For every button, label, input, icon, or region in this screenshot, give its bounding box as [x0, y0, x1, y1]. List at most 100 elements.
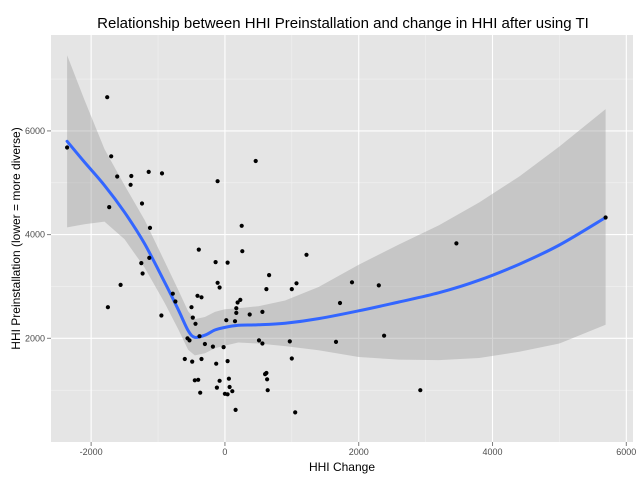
data-point — [187, 338, 192, 343]
data-point — [210, 344, 215, 349]
data-point — [202, 341, 207, 347]
data-point — [376, 283, 381, 288]
data-point — [333, 339, 339, 344]
chart-title: Relationship between HHI Preinstallation… — [97, 15, 589, 32]
data-points — [65, 95, 608, 415]
data-point — [224, 318, 229, 323]
data-point — [225, 392, 230, 397]
data-point — [198, 390, 203, 395]
data-point — [139, 201, 145, 206]
y-tick-label: 4000 — [25, 230, 45, 240]
data-point — [170, 291, 175, 296]
data-point — [195, 293, 200, 298]
data-point — [289, 287, 294, 292]
x-tick-label: 2000 — [349, 447, 369, 457]
x-axis-title: HHI Change — [309, 460, 375, 474]
data-point — [146, 169, 151, 174]
data-point — [107, 205, 112, 210]
data-point — [227, 384, 232, 390]
data-point — [226, 376, 231, 381]
data-point — [199, 295, 204, 300]
data-point — [418, 388, 423, 393]
data-point — [232, 319, 238, 324]
data-point — [221, 345, 226, 350]
data-point — [233, 407, 238, 412]
data-point — [260, 309, 265, 314]
x-tick-label: -2000 — [80, 447, 103, 457]
y-tick-label: 6000 — [25, 126, 45, 136]
x-tick-label: 4000 — [483, 447, 503, 457]
data-point — [603, 215, 608, 220]
data-point — [304, 252, 309, 257]
data-point — [293, 410, 298, 415]
data-point — [140, 271, 145, 276]
data-point — [239, 223, 244, 228]
data-point — [230, 389, 235, 394]
data-point — [147, 225, 153, 230]
data-point — [260, 341, 265, 346]
data-point — [214, 361, 219, 366]
data-point — [234, 310, 239, 315]
data-point — [115, 174, 120, 179]
y-axis-title: HHI Preinstallation (lower = more divers… — [9, 127, 23, 349]
data-point — [159, 171, 165, 176]
data-point — [225, 260, 230, 265]
data-point — [264, 287, 269, 292]
data-point — [192, 378, 197, 383]
data-point — [129, 173, 134, 179]
data-point — [215, 280, 220, 285]
data-point — [225, 359, 230, 364]
data-point — [247, 312, 252, 317]
data-point — [235, 300, 240, 305]
data-point — [147, 255, 152, 260]
data-point — [189, 305, 194, 310]
data-point — [105, 95, 110, 100]
data-point — [214, 385, 219, 390]
data-point — [240, 249, 245, 254]
data-point — [190, 315, 195, 320]
data-point — [267, 273, 272, 278]
data-point — [109, 154, 114, 159]
data-point — [215, 179, 220, 184]
data-point — [265, 377, 270, 382]
smooth-line — [65, 139, 608, 339]
data-point — [213, 260, 218, 265]
data-point — [238, 297, 243, 302]
data-point — [234, 306, 239, 311]
data-point — [289, 356, 294, 361]
data-point — [173, 299, 178, 304]
data-point — [197, 334, 202, 339]
data-point — [217, 378, 222, 383]
x-tick-label: 6000 — [616, 447, 636, 457]
data-point — [265, 388, 270, 393]
data-point — [182, 356, 187, 362]
y-axis-ticks: 2000 4000 6000 — [25, 126, 51, 343]
data-point — [253, 158, 258, 164]
minor-grid — [51, 35, 633, 442]
data-point — [287, 339, 292, 344]
x-tick-label: 0 — [222, 447, 227, 457]
smooth-line-layer — [65, 139, 608, 339]
data-point — [217, 285, 222, 290]
y-tick-label: 2000 — [25, 333, 45, 343]
data-point — [349, 280, 355, 285]
data-point — [382, 333, 387, 338]
x-axis-ticks: -2000 0 2000 4000 6000 — [80, 442, 636, 457]
data-point — [337, 300, 343, 306]
data-point — [196, 377, 201, 382]
data-point — [118, 282, 123, 287]
data-point — [256, 338, 262, 343]
data-point — [199, 356, 204, 362]
data-point — [139, 261, 144, 266]
data-point — [105, 305, 110, 310]
data-point — [128, 182, 133, 187]
data-point — [193, 321, 198, 326]
major-grid — [51, 35, 633, 442]
data-point — [190, 359, 195, 364]
data-point — [196, 247, 201, 252]
data-point — [65, 145, 70, 150]
data-point — [454, 241, 459, 246]
data-point — [264, 370, 269, 376]
data-point — [294, 281, 299, 286]
